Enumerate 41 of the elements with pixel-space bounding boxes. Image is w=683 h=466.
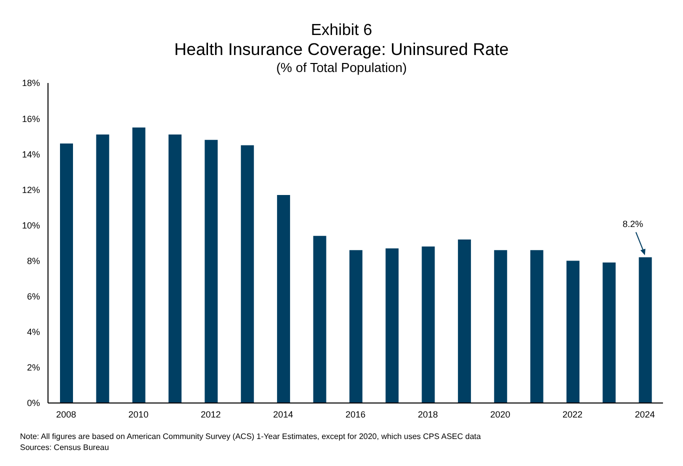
bar — [386, 248, 399, 403]
text: Note: All figures are based on American Community Survey (ACS) 1-Year Estimates, except for 2020, which uses CPS ASEC data — [20, 431, 482, 442]
x-tick-label: 2018 — [418, 409, 438, 420]
x-tick-label: 2008 — [56, 409, 76, 420]
bar — [168, 134, 182, 403]
bar — [349, 250, 362, 403]
bar — [458, 239, 471, 403]
y-tick-label: 2% — [26, 362, 40, 373]
y-tick-label: 8% — [26, 256, 40, 266]
y-tick-label: 4% — [26, 327, 40, 338]
chart-title: Exhibit 6 — [310, 22, 374, 40]
x-tick-label: 2010 — [128, 409, 148, 420]
x-tick-label: 2012 — [200, 409, 221, 420]
y-tick-label: 0% — [26, 398, 40, 408]
bar — [240, 145, 254, 403]
bar — [277, 195, 290, 403]
bar — [494, 250, 508, 403]
bar — [204, 140, 218, 403]
y-tick-label: 6% — [26, 292, 40, 302]
bar — [422, 246, 435, 403]
annotation: 8.2% — [622, 219, 644, 230]
bar — [313, 236, 326, 403]
y-tick-label: 18% — [22, 78, 40, 88]
bar — [566, 260, 580, 403]
bar — [602, 262, 616, 403]
x-tick-label: 2014 — [273, 409, 294, 420]
chart-subtitle: Health Insurance Coverage: Uninsured Rate — [173, 40, 510, 60]
x-tick-label: 2022 — [562, 409, 583, 420]
y-tick-label: 12% — [22, 184, 40, 195]
y-tick-label: 10% — [22, 220, 40, 230]
bar — [96, 134, 110, 403]
y-tick-label: 14% — [22, 149, 40, 160]
x-tick-label: 2016 — [345, 409, 366, 420]
y-axis-title: (% of Total Population) — [275, 60, 408, 75]
y-tick-label: 16% — [22, 114, 40, 124]
bar — [132, 127, 146, 403]
x-tick-label: 2024 — [634, 409, 655, 420]
source-note: Sources: Census Bureau — [20, 442, 110, 453]
x-tick-label: 2020 — [490, 409, 510, 420]
bar — [60, 143, 73, 403]
bar — [530, 250, 544, 403]
